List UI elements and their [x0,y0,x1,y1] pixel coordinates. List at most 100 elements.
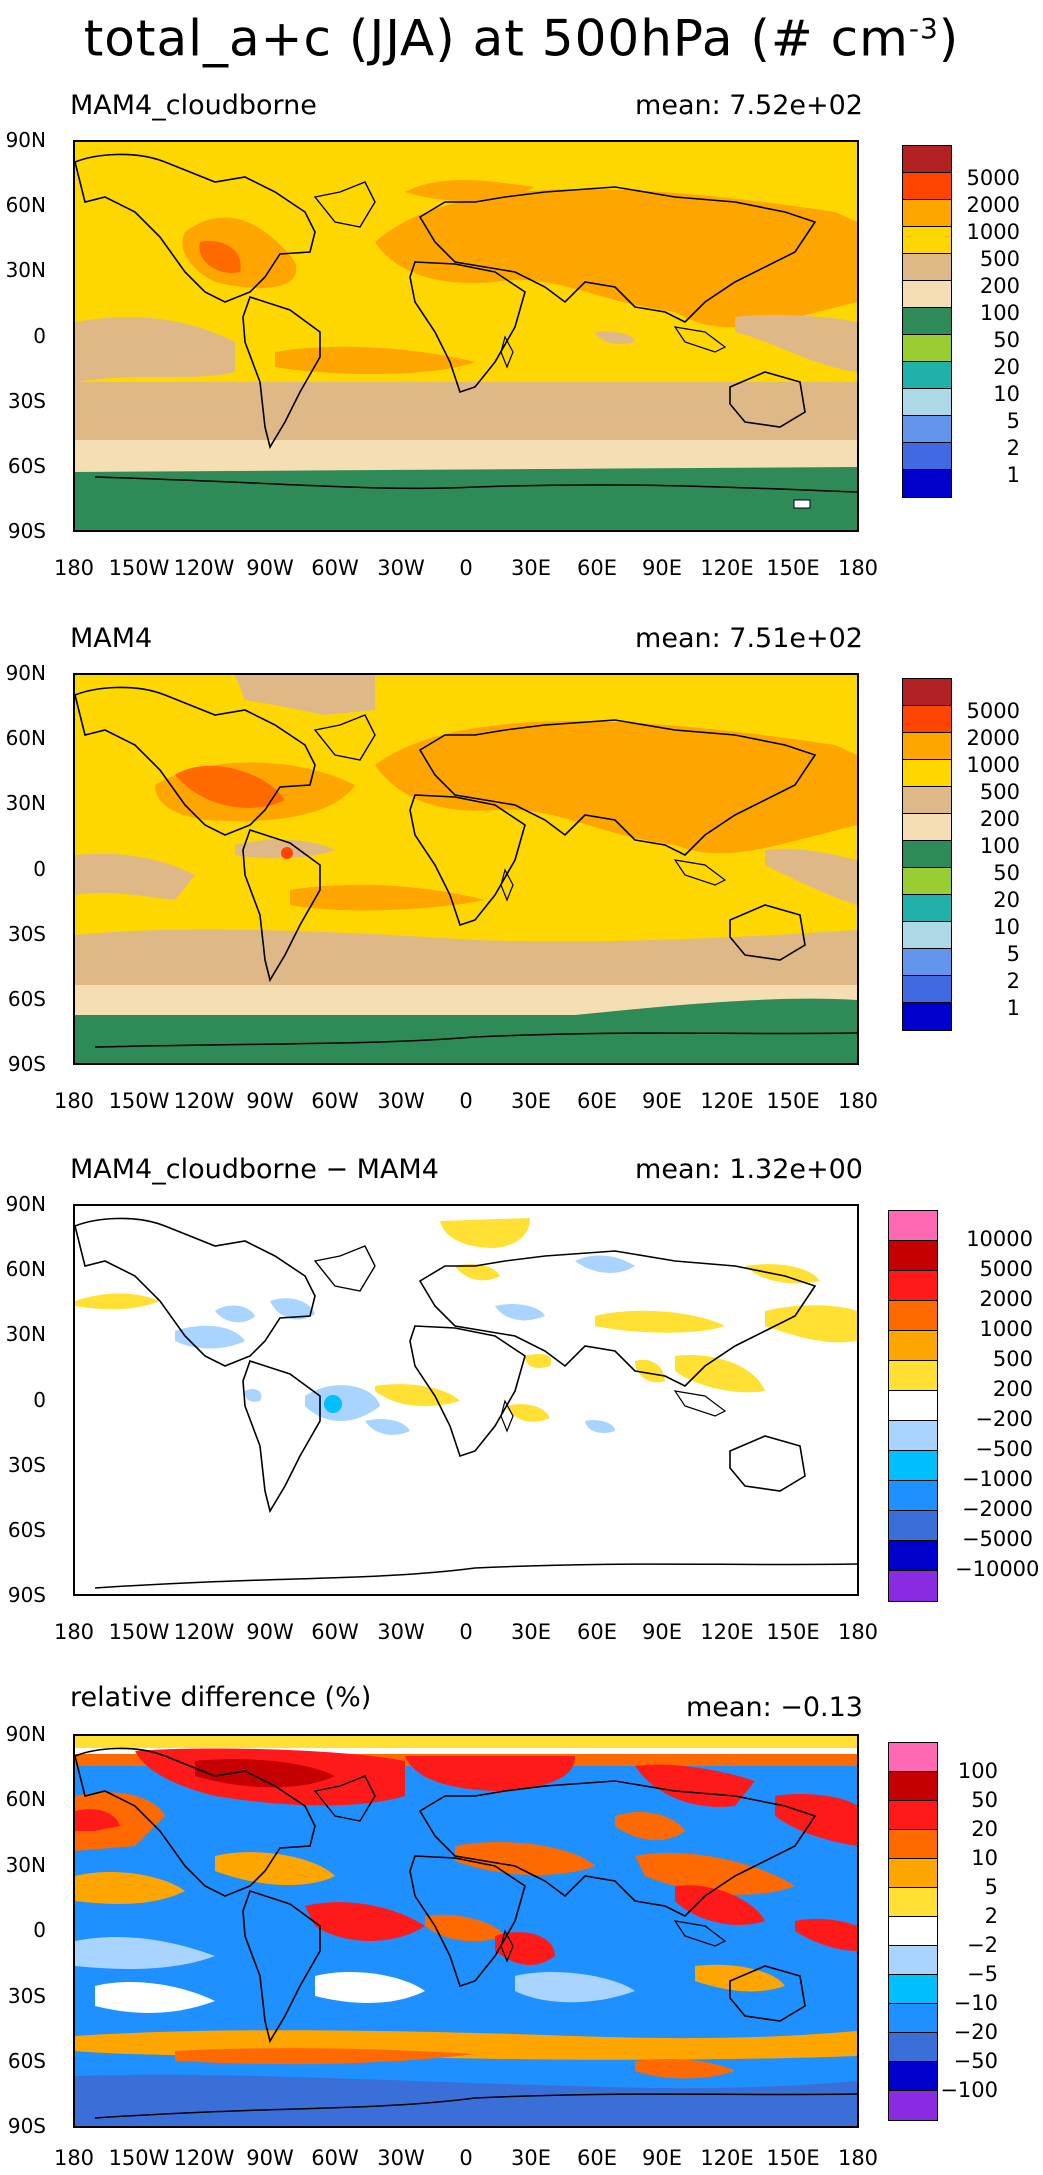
colorbar-label: 2000 [979,1287,1033,1311]
colorbar-swatch [889,1801,937,1830]
panel-2-colorbar [902,678,952,1031]
y-tick-label: 60N [5,1257,46,1281]
x-tick-label: 60E [577,2146,617,2170]
x-tick-label: 120W [173,1620,235,1644]
x-tick-label: 180 [53,2146,95,2170]
colorbar-swatch [903,389,951,416]
x-tick-label: 150W [108,556,170,580]
colorbar-swatch [903,679,951,706]
y-tick-label: 30N [5,1853,46,1877]
x-tick-label: 150E [766,1089,820,1113]
colorbar-label: −200 [975,1407,1033,1431]
colorbar-swatch [903,814,951,841]
colorbar-swatch [889,2091,937,2120]
colorbar-label: −1000 [961,1467,1033,1491]
colorbar-swatch [903,416,951,443]
x-tick-label: 30W [377,556,425,580]
colorbar-label: 5 [984,1875,998,1899]
x-tick-label: 30E [511,2146,551,2170]
colorbar-swatch [903,868,951,895]
y-tick-label: 0 [33,1918,46,1942]
colorbar-swatch [889,1830,937,1859]
colorbar-label: 20 [993,888,1020,912]
x-tick-label: 30W [377,2146,425,2170]
colorbar-label: 2 [1006,969,1020,993]
x-tick-label: 120E [700,1620,754,1644]
y-tick-label: 90S [7,1583,46,1607]
colorbar-swatch [889,1421,937,1451]
panel-1-mean: mean: 7.52e+02 [635,90,863,121]
panel-4-mean: mean: −0.13 [686,1692,863,1723]
y-tick-label: 0 [33,857,46,881]
y-tick-label: 60S [7,987,46,1011]
colorbar-label: −50 [953,2049,998,2073]
colorbar-swatch [903,308,951,335]
colorbar-label: 200 [979,274,1020,298]
colorbar-label: −2 [967,1933,998,1957]
figure-title-superscript: -3 [908,12,939,45]
y-tick-label: 30N [5,1322,46,1346]
x-tick-label: 90E [642,1620,682,1644]
colorbar-label: −500 [975,1437,1033,1461]
colorbar-swatch [903,470,951,497]
y-tick-label: 60S [7,1518,46,1542]
x-tick-label: 90W [246,556,294,580]
y-tick-label: 30S [7,922,46,946]
colorbar-label: 2 [1006,436,1020,460]
colorbar-label: 20 [971,1817,998,1841]
y-tick-label: 90S [7,1052,46,1076]
y-tick-label: 60S [7,2049,46,2073]
colorbar-swatch [903,281,951,308]
y-tick-label: 0 [33,324,46,348]
panel-2-mean: mean: 7.51e+02 [635,623,863,654]
x-tick-label: 30E [511,1089,551,1113]
panel-3-mean: mean: 1.32e+00 [635,1154,863,1185]
colorbar-swatch [889,1451,937,1481]
x-tick-label: 180 [837,1089,879,1113]
colorbar-label: 1 [1006,463,1020,487]
colorbar-label: 50 [993,328,1020,352]
panel-3-colorbar [888,1210,938,1602]
colorbar-label: 5000 [979,1257,1033,1281]
colorbar-swatch [889,1743,937,1772]
x-tick-label: 60W [311,1089,359,1113]
colorbar-label: 100 [979,301,1020,325]
colorbar-label: 200 [979,807,1020,831]
colorbar-swatch [889,1917,937,1946]
colorbar-swatch [903,362,951,389]
y-tick-label: 60N [5,193,46,217]
colorbar-swatch [903,976,951,1003]
panel-1-map [73,140,859,532]
figure-title-text: total_a+c (JJA) at 500hPa (# cm [83,9,909,68]
colorbar-swatch [903,841,951,868]
x-tick-label: 180 [53,1620,95,1644]
colorbar-label: −20 [953,2020,998,2044]
colorbar-label: 5000 [966,166,1020,190]
panel-4-title: relative difference (%) [70,1682,372,1713]
x-tick-label: 150W [108,1089,170,1113]
colorbar-swatch [889,1271,937,1301]
colorbar-label: 50 [971,1788,998,1812]
x-tick-label: 120W [173,556,235,580]
y-tick-label: 30N [5,791,46,815]
colorbar-swatch [903,895,951,922]
x-tick-label: 120E [700,556,754,580]
x-tick-label: 60E [577,1089,617,1113]
x-tick-label: 90E [642,556,682,580]
x-tick-label: 150E [766,1620,820,1644]
x-tick-label: 30W [377,1089,425,1113]
colorbar-label: −10000 [955,1557,1040,1581]
x-tick-label: 150W [108,2146,170,2170]
colorbar-swatch [889,1946,937,1975]
x-tick-label: 90W [246,1089,294,1113]
x-tick-label: 180 [53,556,95,580]
y-tick-label: 90N [5,128,46,152]
colorbar-swatch [889,1571,937,1601]
x-tick-label: 90E [642,1089,682,1113]
colorbar-swatch [903,922,951,949]
panel-3-title: MAM4_cloudborne − MAM4 [70,1154,439,1185]
colorbar-swatch [903,227,951,254]
x-tick-label: 150W [108,1620,170,1644]
colorbar-label: 2000 [966,193,1020,217]
x-tick-label: 150E [766,2146,820,2170]
